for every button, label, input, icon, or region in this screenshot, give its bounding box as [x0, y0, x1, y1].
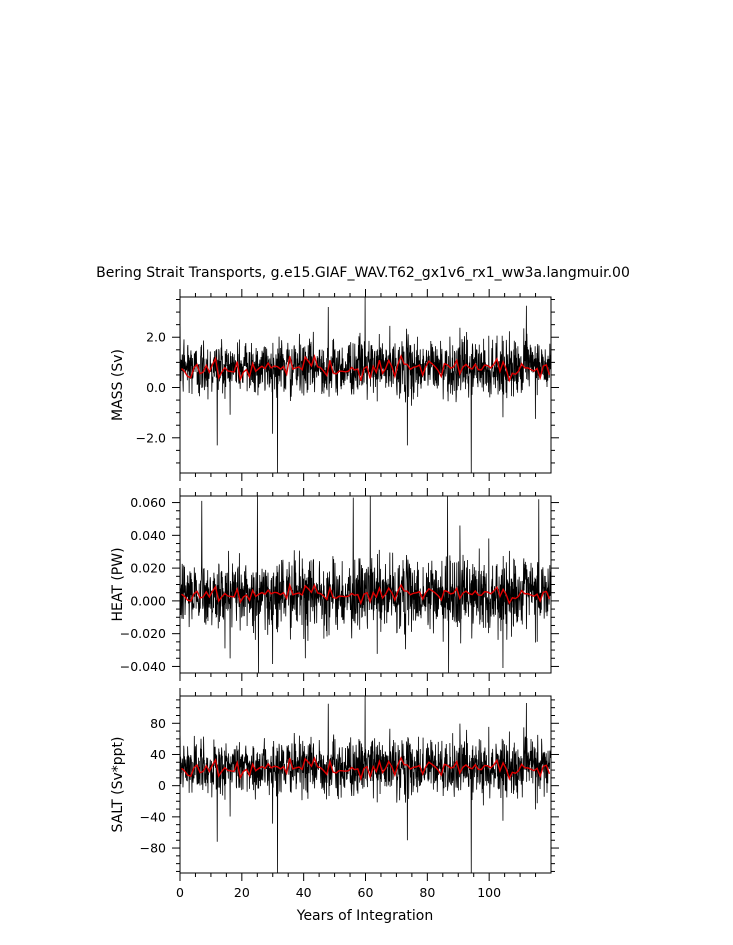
- panel-heat: −0.040 −0.020 0.000 0.020 0.040 0.060 HEAT (PW…: [110, 488, 559, 681]
- annual-mean-series-line: [181, 353, 551, 383]
- x-tick-label: 40: [296, 885, 312, 900]
- y-tick-label: −0.020: [120, 626, 166, 641]
- chart-title: Bering Strait Transports, g.e15.GIAF_WAV…: [96, 265, 630, 281]
- panel-salt: −80 −40 0 40 80 SALT (Sv*ppt): [110, 688, 559, 881]
- x-tick-label: 60: [358, 885, 374, 900]
- y-tick-label: 0.040: [130, 528, 166, 543]
- y-axis-title: MASS (Sv): [110, 349, 126, 421]
- y-tick-label: −80: [140, 841, 166, 856]
- x-tick-label: 20: [234, 885, 250, 900]
- y-tick-label: −0.040: [120, 659, 166, 674]
- panels-group: −2.0 0.0 2.0 MASS (Sv) −0.040 −0.020 0.000 0.02…: [110, 289, 559, 900]
- x-tick-label: 80: [419, 885, 435, 900]
- monthly-series-line: [179, 296, 552, 474]
- annual-mean-series-line: [181, 756, 551, 782]
- y-tick-label: 0.000: [130, 593, 166, 608]
- x-tick-label: 0: [176, 885, 184, 900]
- annual-mean-series-line: [181, 582, 551, 606]
- x-axis-title: Years of Integration: [296, 908, 433, 924]
- y-tick-label: 0.060: [130, 495, 166, 510]
- y-tick-label: 2.0: [146, 330, 166, 345]
- y-tick-label: 40: [150, 747, 166, 762]
- y-tick-label: 0.0: [146, 380, 166, 395]
- monthly-series-line: [179, 495, 552, 674]
- y-tick-label: −2.0: [136, 430, 166, 445]
- x-tick-label: 100: [477, 885, 501, 900]
- y-axis-title: HEAT (PW): [110, 547, 126, 621]
- y-tick-label: 0.020: [130, 561, 166, 576]
- y-tick-label: 80: [150, 716, 166, 731]
- monthly-series-line: [179, 695, 552, 874]
- y-axis-title: SALT (Sv*ppt): [110, 737, 126, 833]
- panel-mass: −2.0 0.0 2.0 MASS (Sv): [110, 289, 559, 481]
- y-tick-label: 0: [158, 778, 166, 793]
- y-tick-label: −40: [140, 809, 166, 824]
